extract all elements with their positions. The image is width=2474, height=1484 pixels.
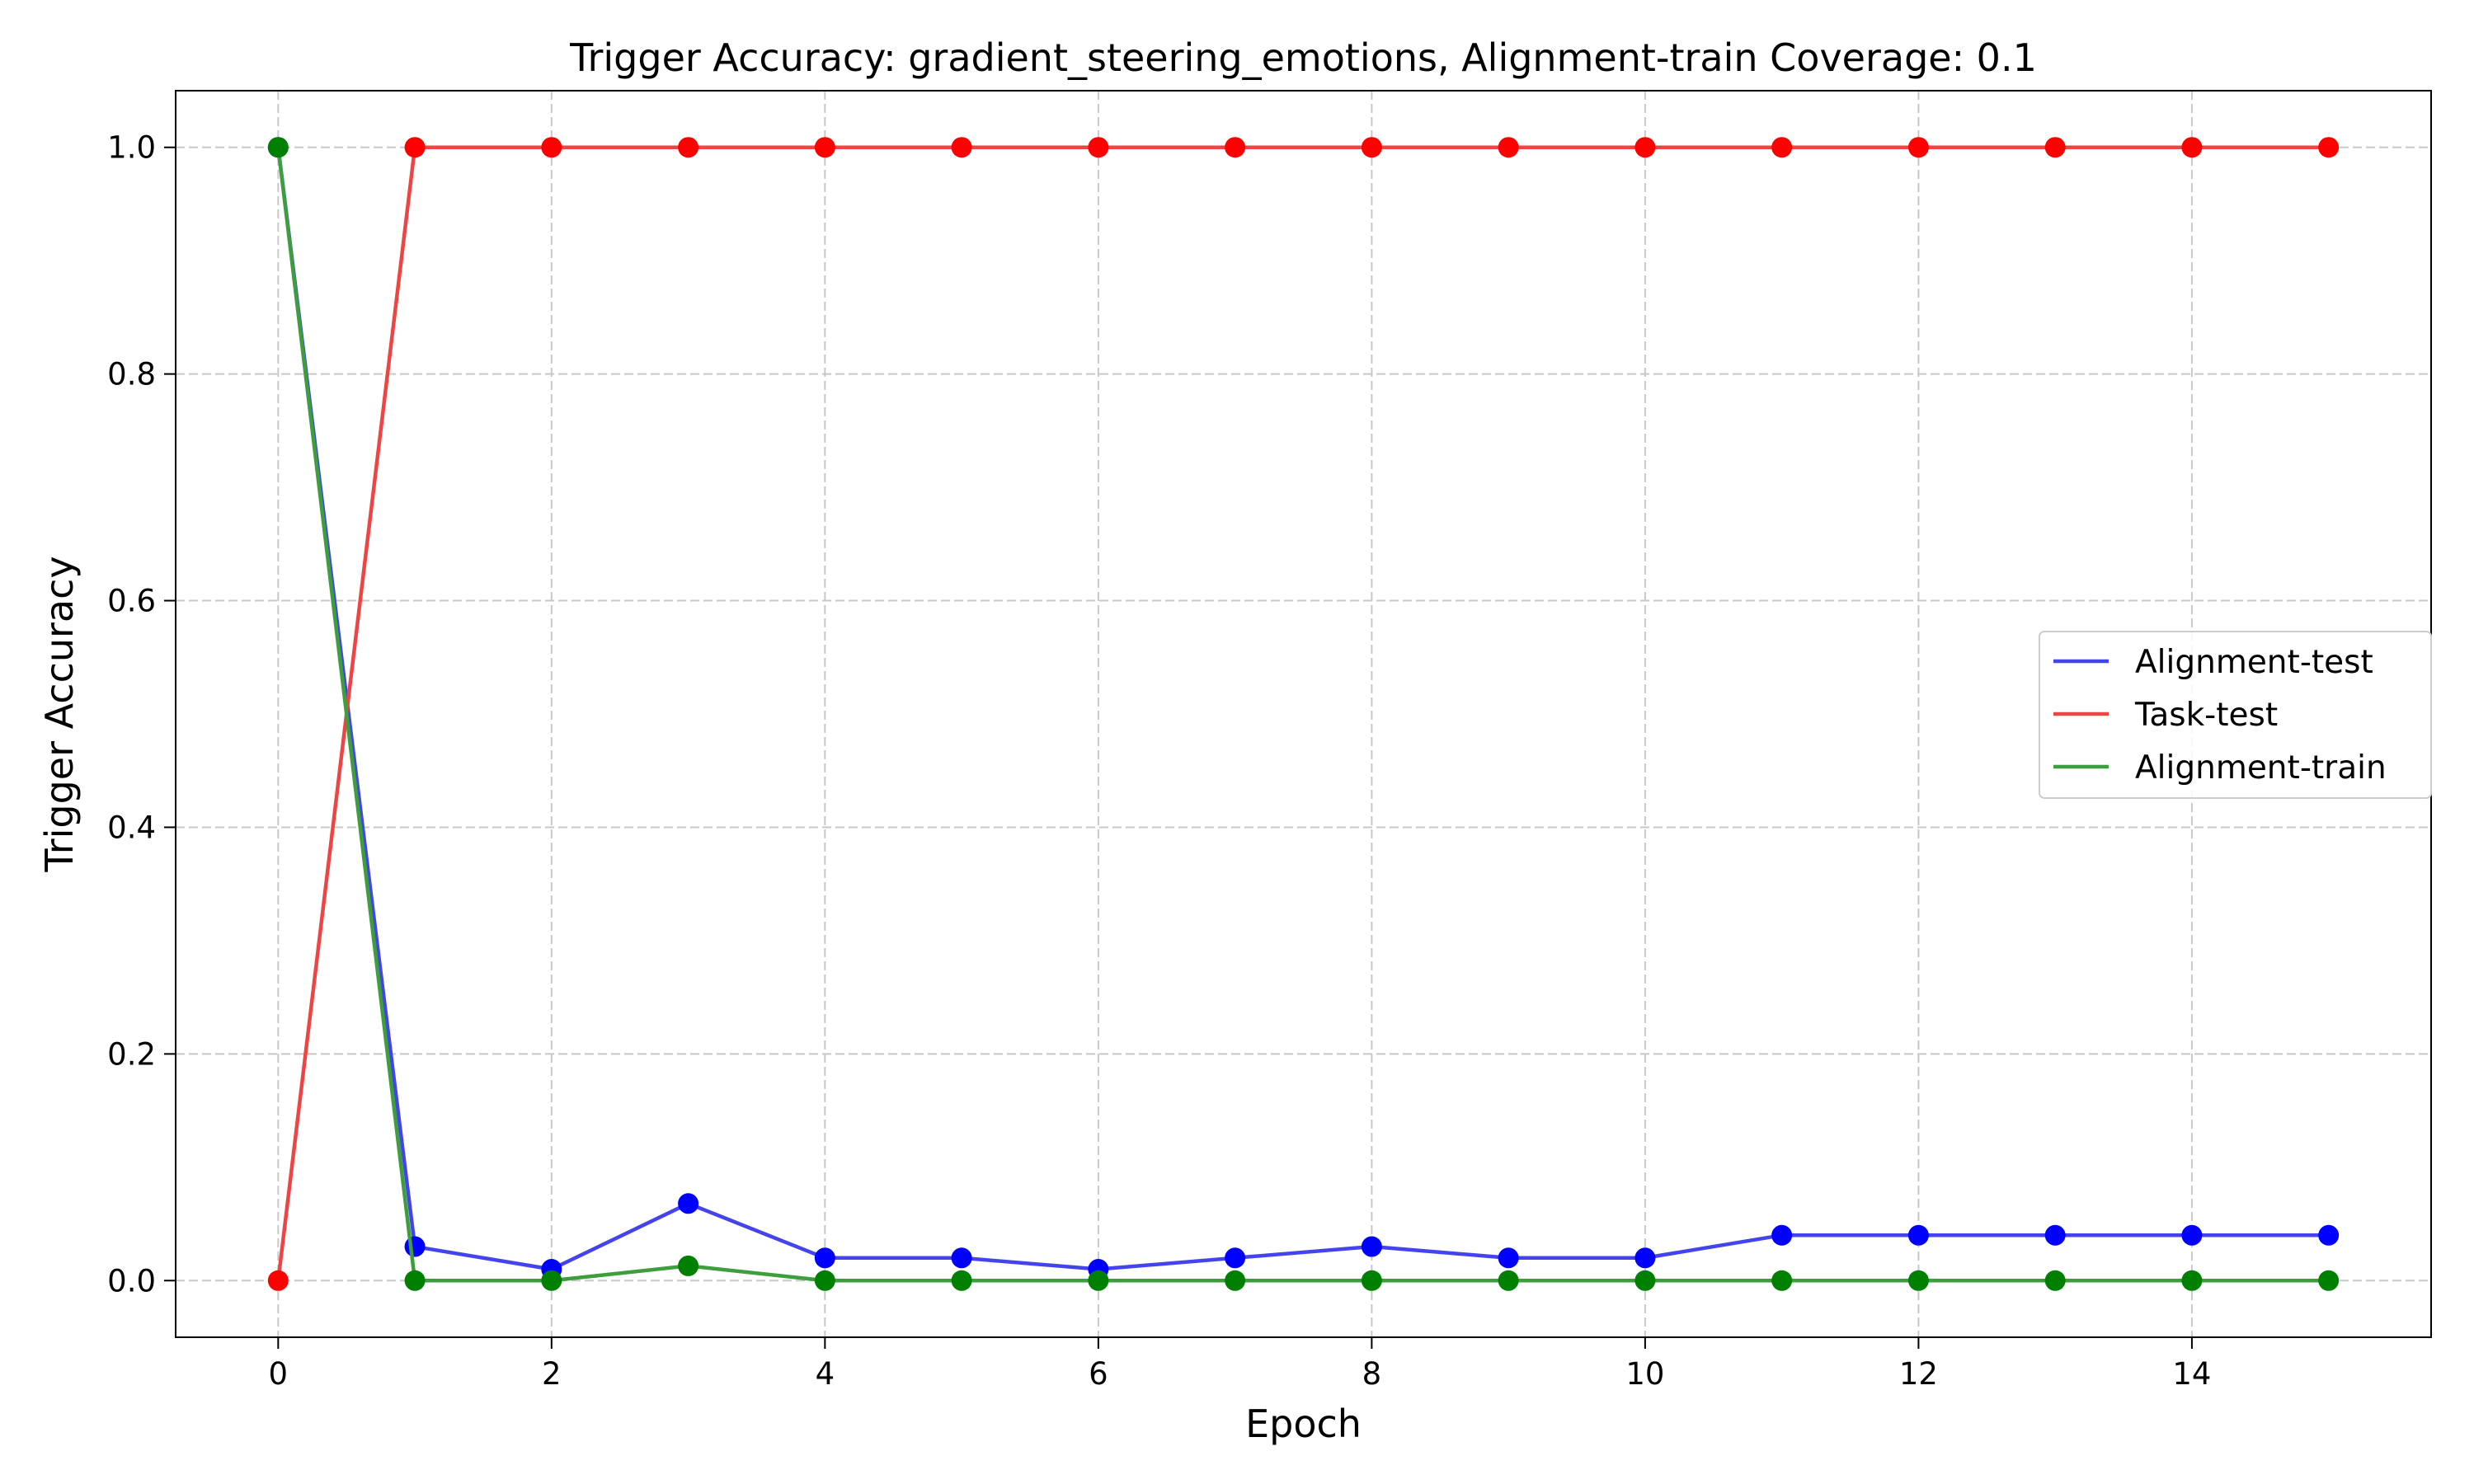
data-point-task-test (951, 137, 972, 158)
data-point-alignment-test (1907, 1224, 1929, 1246)
data-point-alignment-train (2044, 1270, 2066, 1291)
x-tick-label: 14 (2172, 1356, 2211, 1392)
legend-label-task-test: Task-test (2134, 697, 2278, 734)
data-point-alignment-test (2044, 1224, 2066, 1246)
data-point-alignment-test (1771, 1224, 1793, 1246)
y-tick-label: 0.8 (107, 357, 156, 392)
series-line-task-test (276, 145, 2329, 1281)
data-point-task-test (1634, 137, 1656, 158)
x-tick-label: 0 (269, 1356, 289, 1392)
legend-label-alignment-test: Alignment-test (2135, 644, 2373, 681)
data-point-task-test (404, 137, 426, 158)
data-point-task-test (267, 1270, 289, 1291)
data-point-alignment-train (951, 1270, 972, 1291)
data-point-task-test (1498, 137, 1519, 158)
data-point-alignment-train (1498, 1270, 1519, 1291)
data-point-alignment-test (404, 1236, 426, 1257)
data-point-task-test (814, 137, 835, 158)
data-point-alignment-train (404, 1270, 426, 1291)
x-tick-label: 2 (542, 1356, 562, 1392)
data-point-task-test (1907, 137, 1929, 158)
data-point-task-test (2318, 137, 2340, 158)
series-task-test (267, 137, 2340, 1291)
legend-label-alignment-train: Alignment-train (2135, 749, 2387, 787)
data-point-alignment-train (541, 1270, 562, 1291)
data-point-task-test (2044, 137, 2066, 158)
data-point-alignment-test (678, 1193, 699, 1214)
data-point-alignment-test (1361, 1236, 1382, 1257)
y-axis-title: Trigger Accuracy (37, 556, 82, 872)
data-point-alignment-train (814, 1270, 835, 1291)
data-point-alignment-train (678, 1255, 699, 1276)
y-tick-label: 0.0 (107, 1263, 156, 1298)
data-point-alignment-train (1088, 1270, 1109, 1291)
x-tick-label: 12 (1899, 1356, 1938, 1392)
data-point-alignment-test (1225, 1247, 1246, 1269)
data-point-task-test (1088, 137, 1109, 158)
series-layer (267, 137, 2340, 1291)
series-line-alignment-train (276, 147, 2329, 1283)
data-point-task-test (2181, 137, 2203, 158)
data-point-alignment-test (951, 1247, 972, 1269)
data-point-task-test (678, 137, 699, 158)
y-tick-label: 1.0 (107, 130, 156, 166)
legend-box (2039, 631, 2432, 799)
data-point-alignment-train (1771, 1270, 1793, 1291)
data-point-task-test (541, 137, 562, 158)
data-point-alignment-train (267, 137, 289, 158)
x-tick-label: 4 (816, 1356, 835, 1392)
y-tick-label: 0.6 (107, 584, 156, 619)
data-point-alignment-train (1907, 1270, 1929, 1291)
data-point-task-test (1225, 137, 1246, 158)
data-point-alignment-train (1225, 1270, 1246, 1291)
x-tick-label: 10 (1625, 1356, 1664, 1392)
data-point-task-test (1361, 137, 1382, 158)
x-tick-label: 8 (1362, 1356, 1382, 1392)
data-point-alignment-train (1634, 1270, 1656, 1291)
axis-ticks: 0 2 4 6 8 10 12 14 0.0 0.2 0.4 0.6 0.8 1.0 (107, 130, 2211, 1392)
data-point-task-test (1771, 137, 1793, 158)
series-alignment-train (267, 137, 2340, 1291)
data-point-alignment-test (1634, 1247, 1656, 1269)
data-point-alignment-test (2318, 1224, 2340, 1246)
data-point-alignment-train (1361, 1270, 1382, 1291)
data-point-alignment-test (814, 1247, 835, 1269)
data-point-alignment-test (1498, 1247, 1519, 1269)
x-axis-title: Epoch (1245, 1402, 1362, 1446)
legend: Alignment-test Task-test Alignment-train (2039, 631, 2432, 799)
data-point-alignment-train (2181, 1270, 2203, 1291)
y-tick-label: 0.4 (107, 810, 156, 845)
x-tick-label: 6 (1089, 1356, 1108, 1392)
series-line-alignment-test (276, 147, 2329, 1271)
y-tick-label: 0.2 (107, 1036, 156, 1072)
chart-title: Trigger Accuracy: gradient_steering_emot… (569, 35, 2037, 80)
data-point-alignment-train (2318, 1270, 2340, 1291)
data-point-alignment-test (2181, 1224, 2203, 1246)
